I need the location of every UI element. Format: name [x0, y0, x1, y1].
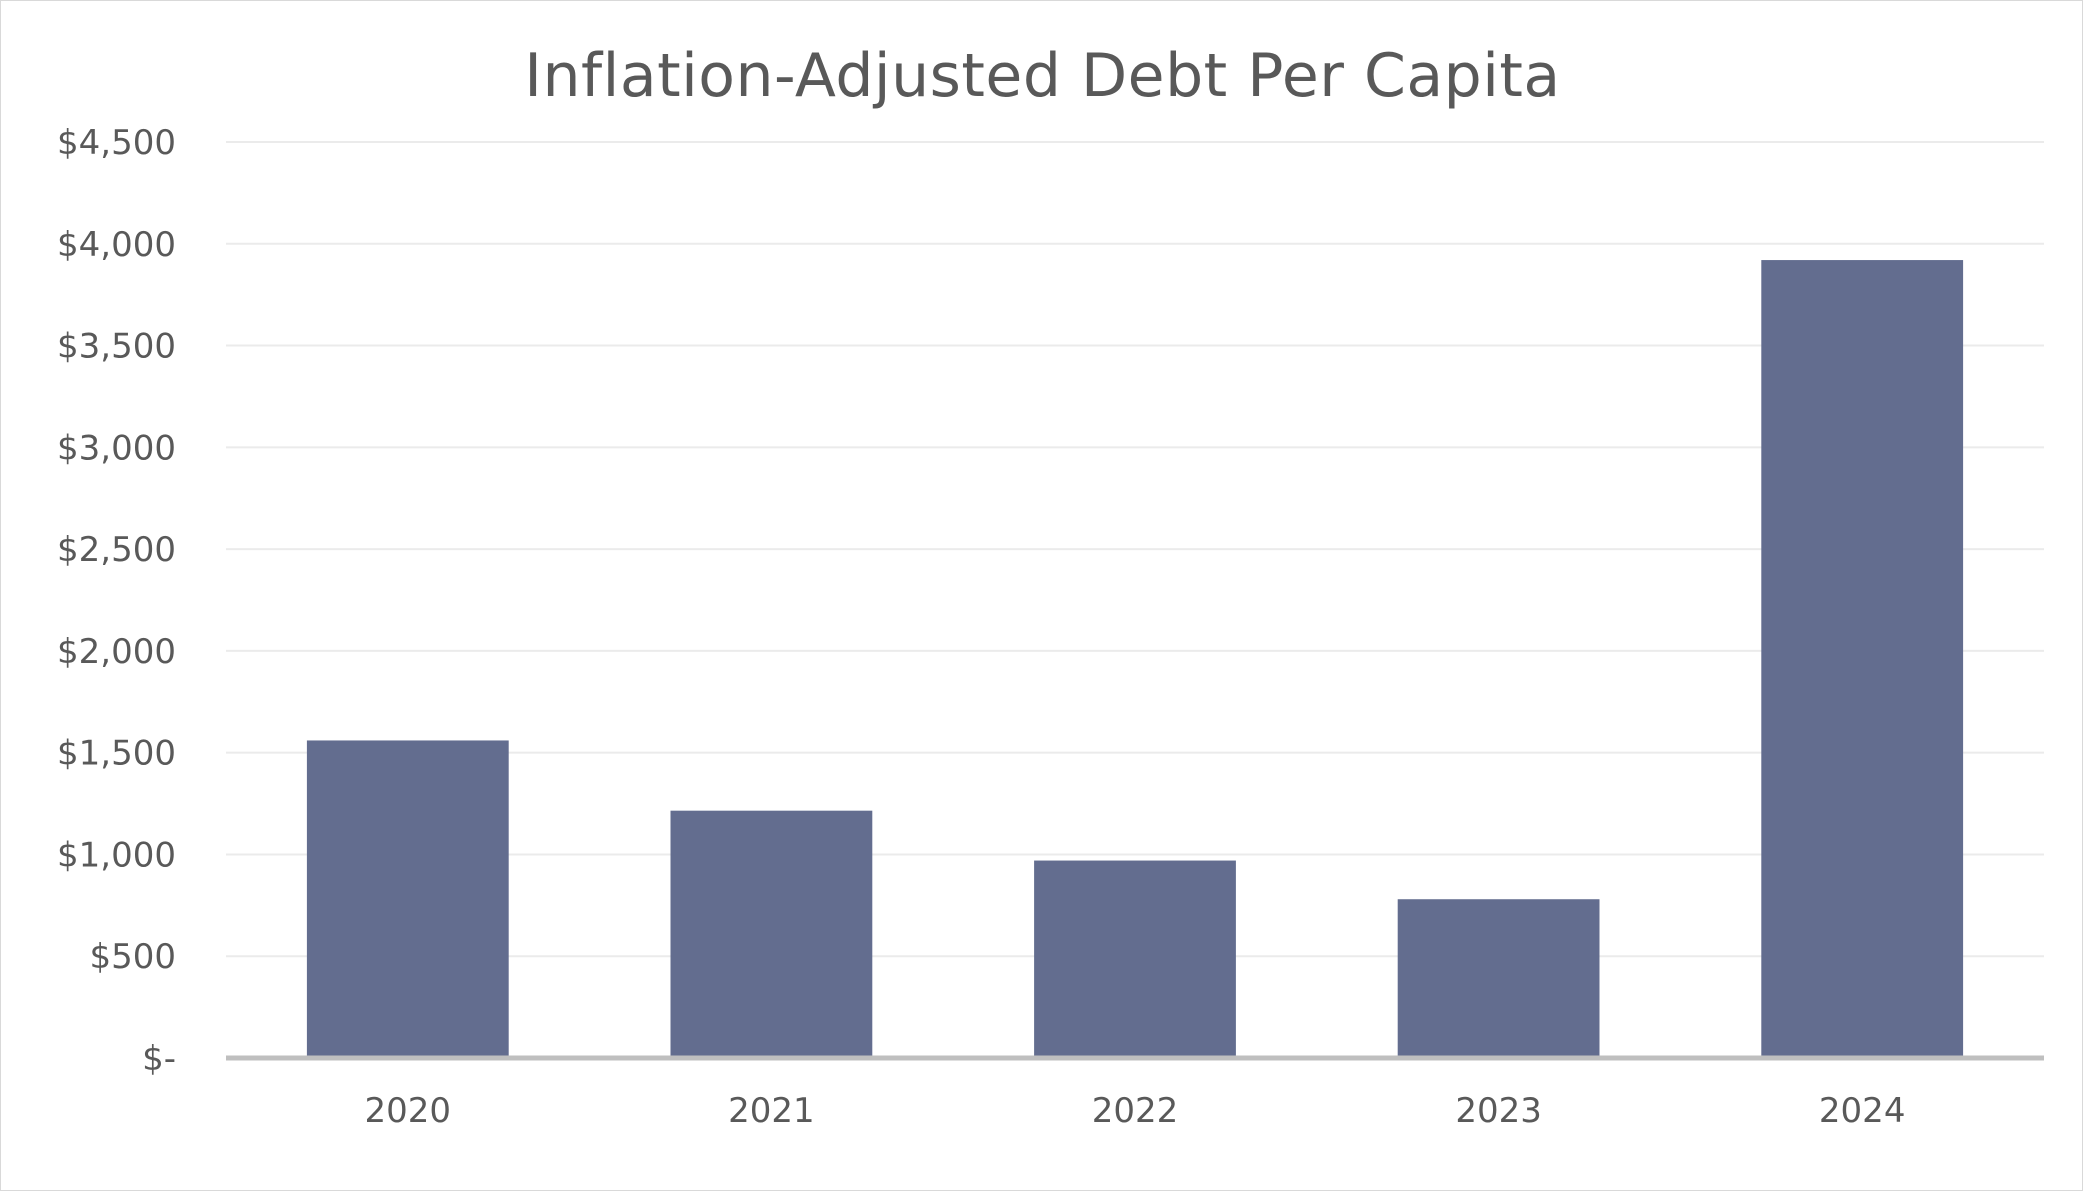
bar-2021 [670, 810, 873, 1058]
bar-2023 [1397, 899, 1600, 1058]
x-tick-label: 2023 [1455, 1091, 1542, 1131]
x-axis-tick-labels: 2020 2021 2022 2023 2024 [365, 1091, 1906, 1131]
bar-2022 [1034, 860, 1236, 1058]
y-axis-tick-labels: $- $500 $1,000 $1,500 $2,000 $2,500 $3,000 $3,5… [57, 123, 176, 1079]
bar-2024 [1761, 260, 1964, 1058]
y-tick-label: $4,500 [57, 123, 176, 163]
y-tick-label: $3,000 [57, 428, 176, 468]
y-tick-label: $2,000 [57, 632, 176, 672]
y-tick-label: $500 [89, 937, 176, 977]
y-tick-label: $4,000 [57, 225, 176, 265]
y-tick-label: $- [142, 1039, 176, 1079]
chart-title: Inflation-Adjusted Debt Per Capita [524, 41, 1561, 111]
gridlines [226, 141, 2044, 958]
y-tick-label: $3,500 [57, 327, 176, 367]
x-tick-label: 2024 [1819, 1091, 1906, 1131]
y-tick-label: $2,500 [57, 530, 176, 570]
bar-2020 [306, 740, 509, 1058]
x-tick-label: 2022 [1092, 1091, 1179, 1131]
y-tick-label: $1,000 [57, 835, 176, 875]
x-tick-label: 2021 [728, 1091, 815, 1131]
y-tick-label: $1,500 [57, 734, 176, 774]
x-tick-label: 2020 [365, 1091, 452, 1131]
bars [306, 260, 1964, 1058]
